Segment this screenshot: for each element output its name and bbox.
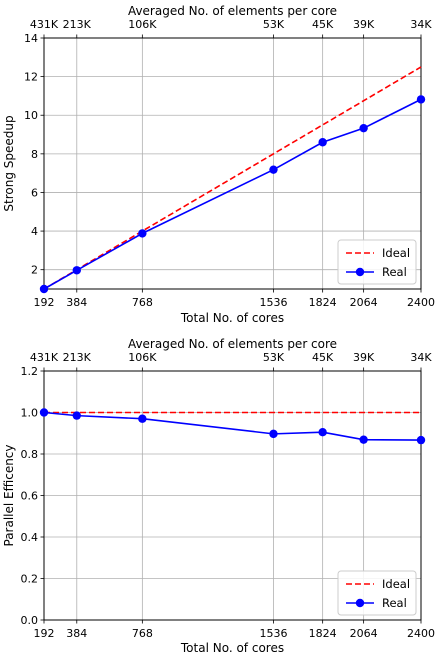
data-point-real (318, 428, 327, 437)
x-tick-label: 768 (132, 296, 153, 309)
data-point-real (318, 138, 327, 147)
y-tick-label: 1.2 (21, 365, 39, 378)
top-axis-title: Averaged No. of elements per core (128, 4, 337, 18)
legend-label: Ideal (382, 246, 410, 260)
top-tick-label: 34K (410, 351, 432, 364)
x-tick-label: 384 (66, 296, 87, 309)
y-tick-label: 6 (31, 186, 38, 199)
x-tick-label: 2064 (350, 627, 378, 640)
x-tick-label: 2400 (407, 627, 435, 640)
data-point-real (359, 435, 368, 444)
y-tick-label: 4 (31, 225, 38, 238)
y-tick-label: 0.6 (21, 490, 39, 503)
x-tick-label: 1536 (259, 296, 287, 309)
top-tick-label: 106K (128, 351, 157, 364)
plot-frame (43, 370, 422, 621)
x-tick-label: 192 (34, 296, 55, 309)
data-point-real (39, 284, 49, 294)
top-tick-label: 45K (312, 18, 334, 31)
data-point-real (359, 123, 368, 133)
data-point-real (39, 408, 49, 417)
y-tick-label: 0.0 (21, 614, 39, 627)
data-point-real (269, 165, 278, 174)
data-point-real (72, 411, 81, 420)
top-tick-label: 53K (263, 351, 285, 364)
data-point-real (138, 414, 147, 423)
top-tick-label: 213K (63, 18, 92, 31)
data-point-real (416, 435, 426, 445)
legend-label: Ideal (382, 577, 410, 591)
top-tick-label: 431K (30, 18, 59, 31)
y-tick-label: 8 (31, 148, 38, 161)
top-tick-label: 39K (353, 351, 375, 364)
x-tick-label: 384 (66, 627, 87, 640)
chart-1: 192 431K 384 213K 768 106K 1536 53K 1824 45K 2064 3… (2, 4, 435, 325)
x-axis-label: Total No. of cores (180, 311, 284, 325)
top-tick-label: 39K (353, 18, 375, 31)
plot-frame (43, 37, 422, 290)
y-tick-label: 10 (24, 109, 38, 122)
series-line-ideal (43, 66, 422, 290)
chart-2: 192 431K 384 213K 768 106K 1536 53K 1824 45K 2064 3… (2, 337, 435, 655)
data-point-real (269, 429, 278, 439)
top-tick-label: 45K (312, 351, 334, 364)
data-point-real (72, 266, 81, 275)
x-tick-label: 2064 (350, 296, 378, 309)
y-tick-label: 12 (24, 71, 38, 84)
y-axis-label: Strong Speedup (2, 115, 16, 211)
x-axis-label: Total No. of cores (180, 641, 284, 655)
legend-label: Real (382, 596, 407, 610)
x-tick-label: 1824 (309, 296, 337, 309)
y-tick-label: 0.8 (21, 448, 39, 461)
y-tick-label: 14 (24, 32, 38, 45)
data-point-real (416, 95, 426, 104)
legend-marker-real (355, 598, 365, 608)
top-tick-label: 213K (63, 351, 92, 364)
top-tick-label: 34K (410, 18, 432, 31)
x-tick-label: 1824 (309, 627, 337, 640)
y-tick-label: 2 (31, 264, 38, 277)
y-axis-label: Parallel Efficency (2, 444, 16, 546)
legend-marker-real (355, 267, 365, 277)
top-tick-label: 53K (263, 18, 285, 31)
data-point-real (138, 229, 147, 238)
x-tick-label: 192 (34, 627, 55, 640)
y-tick-label: 0.4 (21, 531, 39, 544)
top-tick-label: 431K (30, 351, 59, 364)
top-tick-label: 106K (128, 18, 157, 31)
y-tick-label: 1.0 (21, 407, 39, 420)
legend-label: Real (382, 265, 407, 279)
x-tick-label: 1536 (259, 627, 287, 640)
top-axis-title: Averaged No. of elements per core (128, 337, 337, 351)
x-tick-label: 768 (132, 627, 153, 640)
y-tick-label: 0.2 (21, 573, 39, 586)
x-tick-label: 2400 (407, 296, 435, 309)
